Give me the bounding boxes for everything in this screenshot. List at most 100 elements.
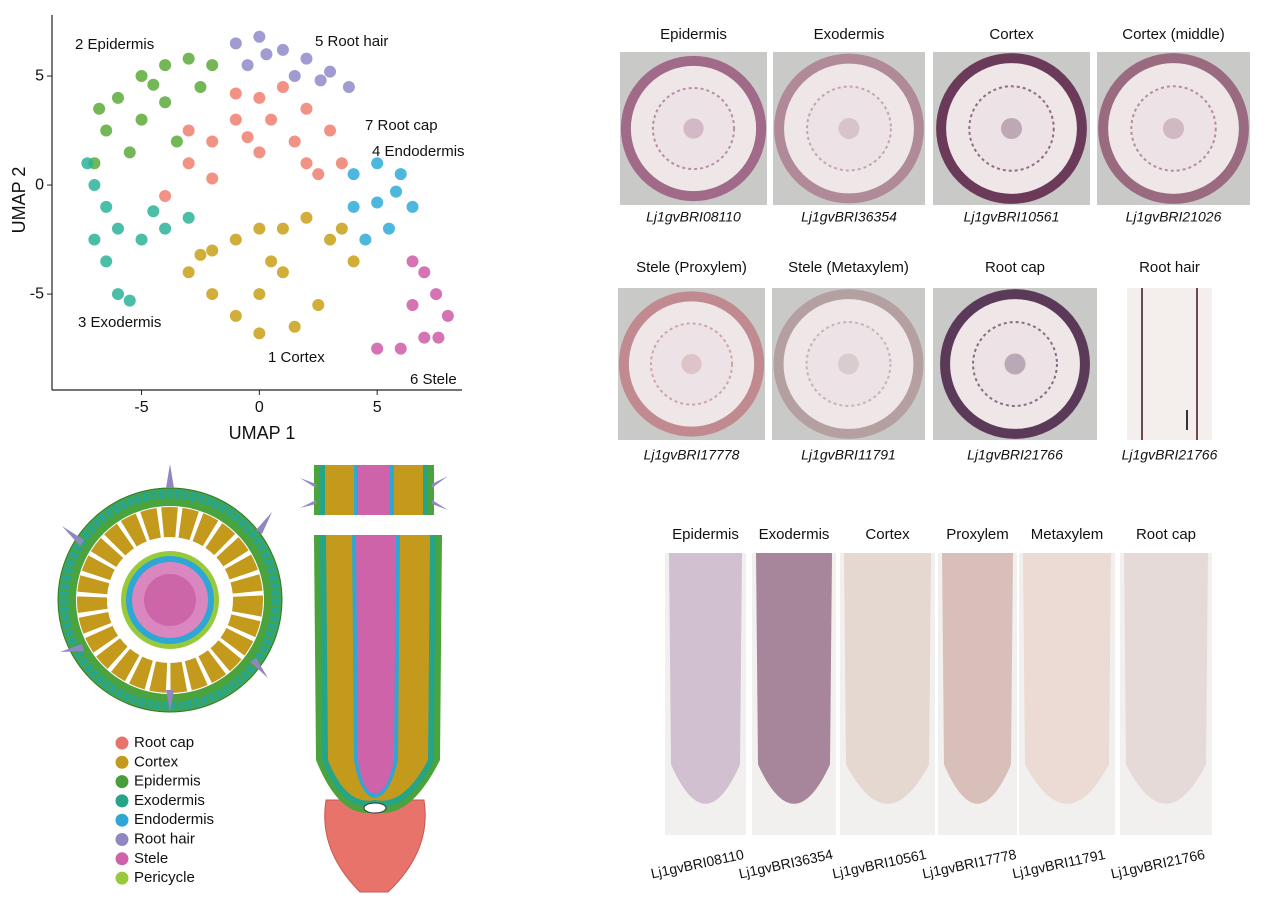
gene-name: Lj1gvBRI21026 xyxy=(1126,209,1222,225)
micrograph xyxy=(773,52,925,205)
scatter-point xyxy=(441,309,454,322)
scatter-point xyxy=(394,342,407,355)
legend-swatch xyxy=(115,813,129,827)
scatter-point xyxy=(253,327,266,340)
section-inner xyxy=(805,321,892,407)
scatter-point xyxy=(253,222,266,235)
legend-swatch xyxy=(115,871,129,885)
scatter-point xyxy=(300,52,313,65)
section-core xyxy=(1004,353,1026,375)
scatter-point xyxy=(432,331,445,344)
root-longitudinal-diagram xyxy=(300,465,448,893)
scatter-point xyxy=(347,200,360,213)
panel-title: Cortex xyxy=(865,526,910,543)
scatter-point xyxy=(324,65,337,78)
gene-name: Lj1gvBRI10561 xyxy=(831,846,928,882)
legend-label: Exodermis xyxy=(134,792,205,809)
scatter-point xyxy=(324,124,337,137)
y-axis-title: UMAP 2 xyxy=(9,167,29,234)
cluster-label: 6 Stele xyxy=(410,371,457,388)
scatter-point xyxy=(371,342,384,355)
cluster-label: 4 Endodermis xyxy=(372,143,465,160)
scatter-point xyxy=(288,135,301,148)
scatter-point xyxy=(418,331,431,344)
scatter-point xyxy=(194,80,207,93)
cluster-label: 7 Root cap xyxy=(365,117,438,134)
root-tip xyxy=(844,553,931,804)
scatter-point xyxy=(229,87,242,100)
y-tick-label: -5 xyxy=(30,285,44,302)
y-tick-label: 5 xyxy=(35,67,44,84)
micrograph xyxy=(665,553,746,835)
gene-name: Lj1gvBRI08110 xyxy=(649,846,745,881)
panel-title: Exodermis xyxy=(814,26,885,43)
x-tick-label: -5 xyxy=(134,399,148,416)
scatter-point xyxy=(229,233,242,246)
gene-name: Lj1gvBRI17778 xyxy=(921,846,1018,882)
scatter-point xyxy=(206,172,219,185)
gene-name: Lj1gvBRI21766 xyxy=(1109,846,1206,882)
scatter-point xyxy=(135,233,148,246)
panel-title: Epidermis xyxy=(660,26,727,43)
scatter-point xyxy=(159,59,172,72)
scatter-point xyxy=(418,266,431,279)
panel-title: Proxylem xyxy=(946,526,1009,543)
legend-swatch xyxy=(115,833,129,846)
scatter-point xyxy=(253,146,266,159)
legend-label: Pericycle xyxy=(134,869,195,886)
legend-swatch xyxy=(115,736,129,750)
cluster-label: 3 Exodermis xyxy=(78,314,161,331)
legend-label: Cortex xyxy=(134,753,179,770)
section-core xyxy=(838,118,860,139)
x-tick-label: 5 xyxy=(373,399,382,416)
cluster-label: 2 Epidermis xyxy=(75,36,154,53)
scatter-point xyxy=(170,135,183,148)
scatter-point xyxy=(100,124,113,137)
scatter-point xyxy=(300,211,313,224)
scatter-point xyxy=(300,102,313,115)
micrograph xyxy=(933,52,1090,205)
section-inner xyxy=(1130,85,1217,172)
scatter-point xyxy=(312,298,325,311)
hair-bg xyxy=(1127,288,1212,440)
scatter-point xyxy=(276,43,289,56)
section-core xyxy=(1162,117,1185,140)
micrograph xyxy=(840,553,935,835)
panel-title: Metaxylem xyxy=(1031,526,1104,543)
legend-label: Endodermis xyxy=(134,811,214,828)
scatter-point xyxy=(347,168,360,181)
root-tip xyxy=(1124,553,1208,804)
scatter-point xyxy=(382,222,395,235)
scatter-point xyxy=(206,59,219,72)
legend-label: Stele xyxy=(134,850,168,867)
scatter-point xyxy=(260,48,273,61)
section-core xyxy=(838,353,859,375)
scatter-point xyxy=(111,288,124,301)
scatter-point xyxy=(147,78,160,91)
scatter-point xyxy=(182,124,195,137)
scatter-point xyxy=(265,113,278,126)
scatter-point xyxy=(253,30,266,43)
legend-label: Root cap xyxy=(134,734,194,751)
scatter-point xyxy=(123,146,136,159)
x-tick-label: 0 xyxy=(255,399,264,416)
panel-title: Stele (Proxylem) xyxy=(636,259,747,276)
scatter-point xyxy=(288,320,301,333)
legend-swatch xyxy=(115,852,129,866)
section-core xyxy=(1000,117,1023,140)
micrograph xyxy=(620,52,767,205)
cluster-label: 1 Cortex xyxy=(268,349,325,366)
section-inner xyxy=(649,322,734,406)
scatter-point xyxy=(342,80,355,93)
scatter-point xyxy=(359,233,372,246)
gene-name: Lj1gvBRI10561 xyxy=(964,209,1060,225)
scatter-point xyxy=(111,222,124,235)
section-inner xyxy=(972,321,1058,407)
scatter-point xyxy=(312,168,325,181)
scatter-point xyxy=(182,52,195,65)
scatter-point xyxy=(93,102,106,115)
scatter-point xyxy=(371,196,384,209)
section-inner xyxy=(806,85,892,172)
scatter-point xyxy=(371,157,384,170)
